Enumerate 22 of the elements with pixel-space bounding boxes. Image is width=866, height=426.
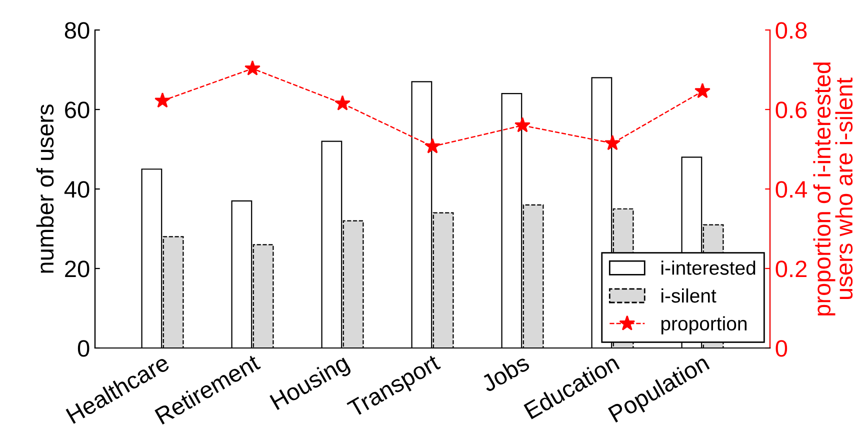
point	[154, 92, 170, 108]
y-axis-title: number of users	[36, 104, 54, 273]
y-tick-label: 20	[65, 260, 90, 278]
y2-tick-label: 0.2	[776, 260, 806, 278]
point	[694, 82, 710, 98]
point	[514, 117, 530, 132]
y-tick-label: 60	[65, 102, 90, 118]
y2-tick-label: 0.8	[776, 22, 807, 39]
y-tick-label: 40	[64, 181, 90, 198]
y2-axis-title: proportion of i-interested users who are i-silent	[813, 62, 853, 316]
y2-tick-label: 0.6	[776, 102, 807, 118]
y2-tick-label: 0.4	[776, 181, 807, 198]
legend-label: i-silent	[662, 288, 716, 303]
y-tick-label: 80	[64, 22, 90, 39]
legend-label: i-interested	[662, 260, 756, 275]
point	[424, 138, 440, 154]
point	[244, 60, 260, 76]
legend-label: proportion	[661, 316, 747, 334]
point	[334, 95, 350, 110]
y-tick-label: 0	[78, 340, 90, 357]
point	[604, 134, 620, 150]
y2-tick-label: 0	[776, 340, 788, 357]
